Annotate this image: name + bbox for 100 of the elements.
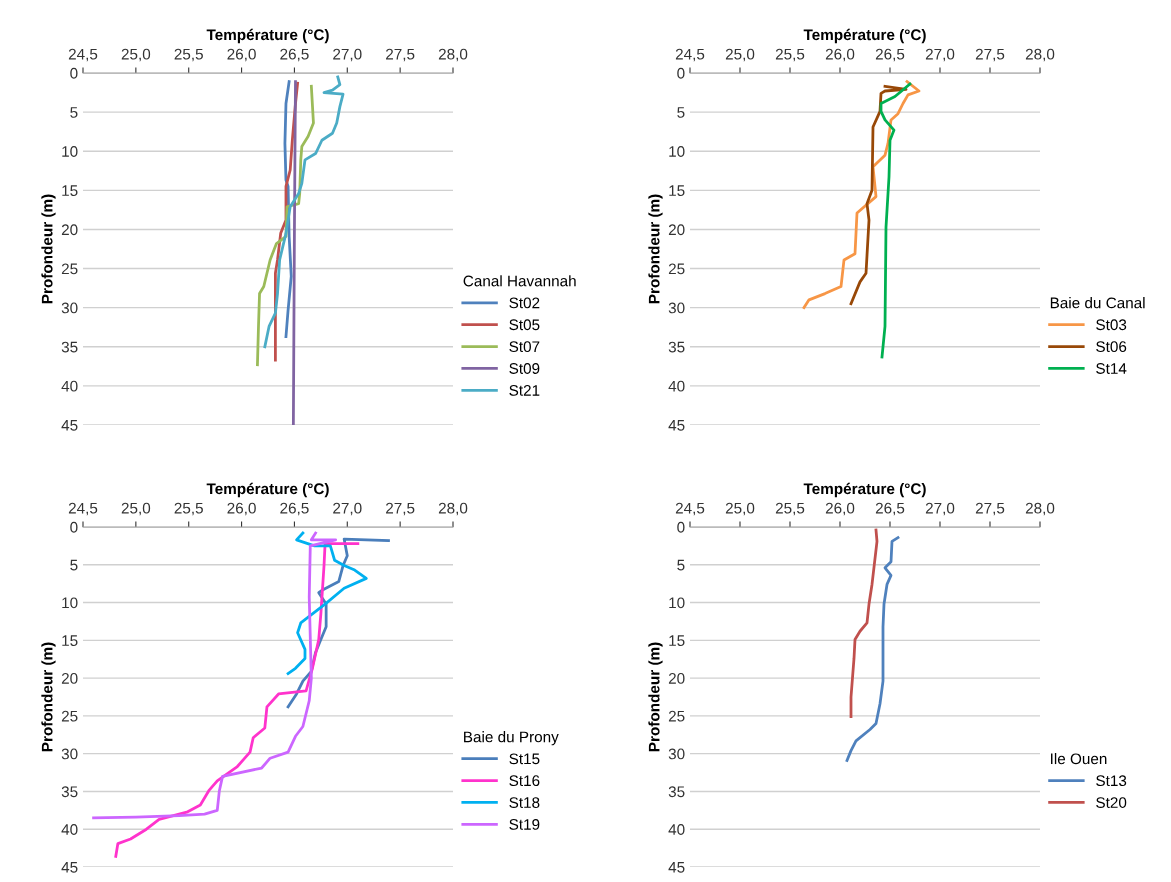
y-tick-label: 45 [61,862,78,873]
legend-title: Canal Havannah [463,275,576,287]
x-tick-label: 27,0 [333,502,362,516]
y-tick-label: 35 [61,786,78,798]
y-tick-label: 35 [61,341,78,353]
y-tick-label: 0 [677,521,685,533]
y-axis-title: Profondeur (m) [648,194,663,304]
y-tick-label: 45 [668,420,685,431]
line-series [92,531,338,820]
legend-title: Ile Ouen [1051,753,1107,765]
x-tick-label: 26,5 [280,48,309,62]
x-tick-label: 25,5 [775,48,805,62]
y-tick-label: 10 [62,597,78,609]
y-tick-label: 5 [70,107,78,118]
line-series [263,75,345,349]
x-tick-label: 26,0 [227,502,256,516]
y-tick-label: 25 [668,263,685,275]
y-tick-label: 40 [668,824,685,835]
x-tick-label: 26,0 [227,48,256,62]
legend-title: Baie du Prony [464,731,559,746]
y-axis-title: Profondeur (m) [41,194,56,304]
y-tick-label: 20 [668,672,685,684]
y-tick-label: 25 [61,263,78,275]
legend-label: St20 [1096,797,1127,808]
line-series [879,82,912,359]
legend-label: St09 [509,363,540,374]
y-tick-label: 40 [61,380,78,392]
legend-label: St16 [509,775,540,787]
line-series [802,80,921,310]
line-series [845,536,900,762]
x-tick-label: 24,5 [675,502,705,516]
y-tick-label: 5 [677,107,685,118]
x-tick-label: 24,5 [675,48,705,62]
y-tick-label: 35 [668,341,685,353]
x-tick-label: 25,0 [725,502,755,516]
x-tick-label: 27,0 [333,48,362,62]
x-tick-label: 25,0 [121,502,151,516]
x-tick-label: 28,0 [1025,502,1055,516]
legend-label: St21 [509,384,540,396]
y-tick-label: 20 [61,672,78,684]
legend-label: St18 [509,797,540,808]
y-tick-label: 45 [61,420,78,431]
legend-label: St13 [1096,775,1127,787]
x-tick-label: 24,5 [68,502,98,516]
x-tick-label: 27,5 [386,48,415,62]
x-tick-label: 26,0 [825,48,855,62]
y-tick-label: 25 [668,710,685,722]
y-tick-label: 30 [668,302,685,314]
x-tick-label: 28,0 [1025,48,1055,62]
line-series [849,84,908,306]
x-tick-label: 25,5 [174,502,203,516]
x-tick-label: 26,5 [875,48,905,62]
x-tick-label: 26,5 [875,502,905,516]
legend-label: St06 [1096,341,1127,353]
x-axis-title: Température (°C) [206,482,329,498]
x-tick-label: 27,5 [386,502,415,516]
y-tick-label: 35 [668,786,685,798]
x-tick-label: 27,5 [975,502,1005,516]
line-series [849,528,879,719]
y-tick-label: 20 [61,224,78,236]
y-tick-label: 10 [62,146,78,157]
y-tick-label: 10 [669,597,685,609]
x-tick-label: 25,5 [174,48,203,62]
y-tick-label: 0 [70,521,78,533]
x-axis-title: Température (°C) [803,28,926,44]
legend-label: St07 [509,341,540,353]
legend-label: St14 [1096,363,1127,374]
x-tick-label: 28,0 [438,502,468,516]
x-tick-label: 27,0 [925,48,955,62]
y-tick-label: 15 [669,185,685,197]
x-tick-label: 27,5 [975,48,1005,62]
y-tick-label: 30 [61,748,78,760]
legend-title: Baie du Canal [1050,297,1145,309]
legend-label: St03 [1096,319,1127,331]
y-tick-label: 5 [70,559,78,571]
legend-label: St15 [509,753,540,765]
y-tick-label: 10 [669,146,685,157]
y-tick-label: 25 [61,710,78,722]
legend-label: St02 [509,297,540,309]
x-axis-title: Température (°C) [803,482,926,498]
y-tick-label: 30 [61,302,78,314]
x-tick-label: 25,0 [725,48,755,62]
y-tick-label: 15 [62,185,78,197]
y-tick-label: 45 [668,862,685,873]
y-tick-label: 5 [677,559,685,571]
x-tick-label: 26,0 [825,502,855,516]
line-series [114,542,360,858]
x-tick-label: 27,0 [925,502,955,516]
x-tick-label: 26,5 [280,502,309,516]
y-tick-label: 0 [70,67,78,79]
y-tick-label: 40 [668,380,685,392]
y-tick-label: 20 [668,224,685,236]
legend-label: St05 [509,319,540,331]
y-tick-label: 15 [669,635,685,647]
y-tick-label: 30 [668,748,685,760]
y-tick-label: 40 [61,824,78,835]
y-axis-title: Profondeur (m) [41,642,56,752]
x-tick-label: 28,0 [438,48,468,62]
x-tick-label: 25,0 [121,48,151,62]
y-tick-label: 15 [62,635,78,647]
